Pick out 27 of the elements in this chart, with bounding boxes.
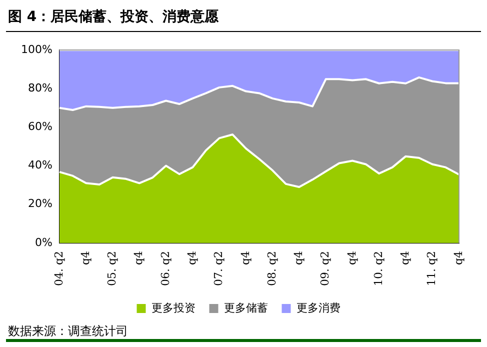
x-tick-label: 09. q2 (318, 250, 332, 286)
x-tick-label: q4 (345, 250, 358, 266)
x-tick-label: q4 (292, 250, 306, 266)
y-tick-label: 40% (28, 158, 52, 172)
legend-label: 更多消费 (296, 301, 340, 314)
y-tick-label: 60% (28, 120, 52, 134)
x-tick-label: q4 (452, 250, 465, 266)
x-tick-label: q4 (185, 250, 198, 266)
legend-label: 更多投资 (151, 301, 196, 314)
y-tick-label: 0% (34, 236, 52, 249)
y-tick-label: 100% (20, 42, 52, 56)
x-tick-label: 07. q2 (212, 250, 226, 286)
x-tick-label: q4 (238, 250, 252, 266)
x-tick-label: 10. q2 (372, 250, 385, 286)
y-tick-label: 80% (28, 81, 52, 94)
x-tick-label: q4 (398, 250, 412, 266)
x-tick-label: q4 (78, 250, 92, 266)
x-tick-label: 05. q2 (106, 250, 119, 286)
y-tick-label: 20% (28, 197, 52, 210)
legend-label: 更多储蓄 (224, 301, 268, 314)
source-note: 数据来源：调查统计司 (8, 323, 128, 340)
x-tick-label: 04. q2 (52, 250, 66, 286)
x-tick-label: 06. q2 (158, 250, 172, 286)
x-tick-label: 11. q2 (425, 250, 438, 286)
x-tick-label: q4 (132, 250, 146, 266)
chart-title: 图 4：居民储蓄、投资、消费意愿 (8, 8, 219, 26)
x-tick-label: 08. q2 (265, 250, 278, 286)
